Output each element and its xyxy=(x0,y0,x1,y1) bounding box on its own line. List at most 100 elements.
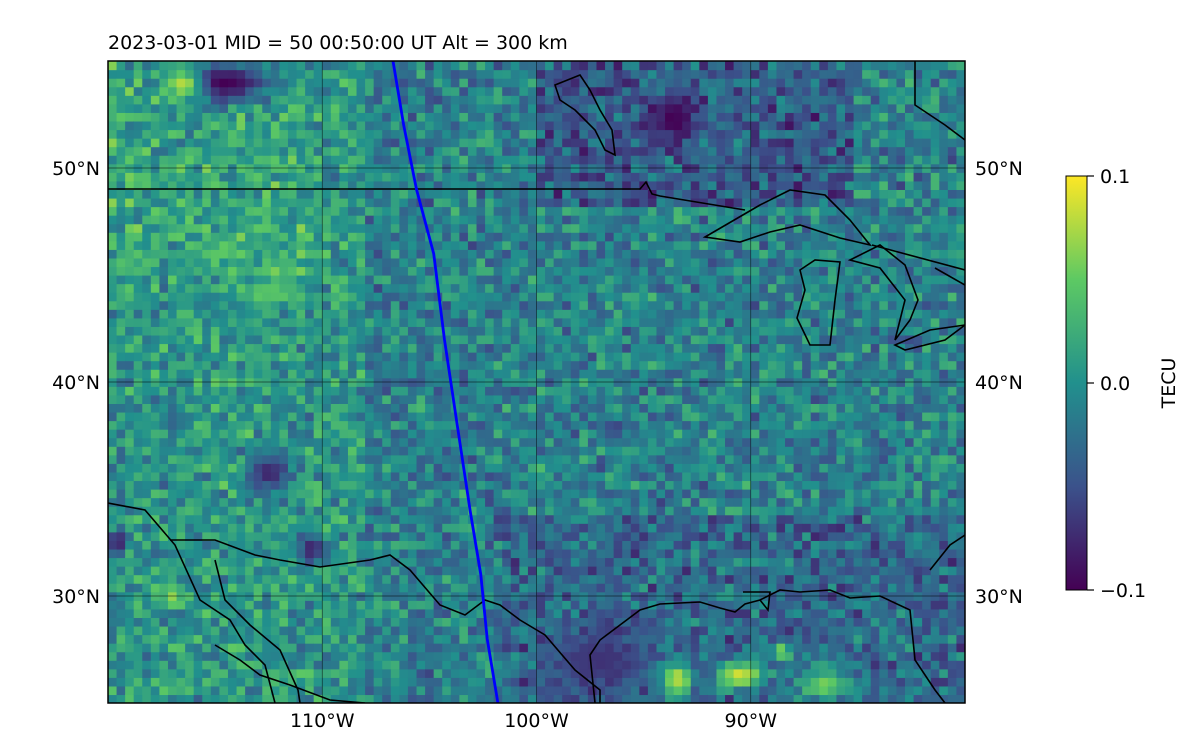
heatmap-cell xyxy=(425,95,435,105)
heatmap-cell xyxy=(493,317,503,327)
heatmap-cell xyxy=(527,112,538,122)
heatmap-cell xyxy=(416,685,426,696)
heatmap-cell xyxy=(390,531,400,541)
heatmap-cell xyxy=(236,394,246,404)
heatmap-cell xyxy=(287,694,298,703)
heatmap-cell xyxy=(365,189,375,199)
heatmap-cell xyxy=(425,360,435,370)
heatmap-cell xyxy=(245,249,255,259)
heatmap-cell xyxy=(245,600,255,610)
heatmap-cell xyxy=(425,480,435,490)
heatmap-cell xyxy=(108,411,118,422)
heatmap-cell xyxy=(382,215,392,225)
heatmap-cell xyxy=(570,463,580,473)
heatmap-cell xyxy=(639,232,649,242)
heatmap-cell xyxy=(125,138,135,148)
heatmap-cell xyxy=(296,95,306,105)
heatmap-cell xyxy=(279,489,289,499)
heatmap-cell xyxy=(485,677,495,687)
heatmap-cell xyxy=(305,138,315,148)
heatmap-cell xyxy=(296,548,306,559)
heatmap-cell xyxy=(536,215,546,225)
heatmap-cell xyxy=(570,420,580,430)
heatmap-cell xyxy=(227,583,238,593)
heatmap-cell xyxy=(527,625,538,636)
heatmap-cell xyxy=(245,643,255,653)
heatmap-cell xyxy=(176,668,186,678)
heatmap-cell xyxy=(279,531,289,541)
heatmap-cell xyxy=(596,497,606,507)
heatmap-cell xyxy=(365,180,375,190)
heatmap-cell xyxy=(176,600,186,610)
heatmap-cell xyxy=(365,420,375,430)
heatmap-cell xyxy=(210,566,221,576)
heatmap-cell xyxy=(665,180,675,190)
heatmap-cell xyxy=(407,223,418,233)
heatmap-cell xyxy=(193,506,203,516)
heatmap-cell xyxy=(407,257,418,268)
heatmap-cell xyxy=(133,437,143,447)
heatmap-cell xyxy=(570,334,580,345)
heatmap-cell xyxy=(630,61,640,71)
heatmap-cell xyxy=(373,506,383,516)
heatmap-cell xyxy=(185,583,195,593)
heatmap-cell xyxy=(639,146,649,156)
heatmap-cell xyxy=(245,454,255,464)
heatmap-cell xyxy=(322,326,332,336)
heatmap-cell xyxy=(639,86,649,96)
heatmap-cell xyxy=(185,403,195,413)
heatmap-cell xyxy=(570,677,580,687)
heatmap-cell xyxy=(630,480,640,490)
heatmap-cell xyxy=(570,685,580,696)
heatmap-cell xyxy=(545,514,555,524)
heatmap-cell xyxy=(596,326,606,336)
heatmap-cell xyxy=(399,266,409,276)
heatmap-cell xyxy=(399,540,409,550)
heatmap-cell xyxy=(142,146,152,156)
heatmap-cell xyxy=(553,557,563,567)
heatmap-cell xyxy=(270,86,280,96)
heatmap-cell xyxy=(245,120,255,131)
heatmap-cell xyxy=(622,95,632,105)
heatmap-cell xyxy=(125,668,135,678)
heatmap-cell xyxy=(579,172,589,182)
heatmap-cell xyxy=(108,600,118,610)
heatmap-cell xyxy=(622,480,632,490)
heatmap-cell xyxy=(442,454,452,464)
heatmap-cell xyxy=(536,685,546,696)
heatmap-cell xyxy=(236,446,246,456)
heatmap-cell xyxy=(279,480,289,490)
heatmap-cell xyxy=(562,360,572,370)
heatmap-cell xyxy=(390,403,400,413)
heatmap-cell xyxy=(630,103,640,113)
heatmap-cell xyxy=(570,531,580,541)
heatmap-cell xyxy=(665,651,675,661)
heatmap-cell xyxy=(219,617,229,627)
heatmap-cell xyxy=(630,292,640,302)
heatmap-cell xyxy=(519,369,529,379)
heatmap-cell xyxy=(382,343,392,353)
heatmap-cell xyxy=(442,411,452,422)
heatmap-cell xyxy=(442,180,452,190)
heatmap-cell xyxy=(450,129,460,139)
heatmap-cell xyxy=(502,360,512,370)
heatmap-cell xyxy=(236,232,246,242)
heatmap-cell xyxy=(562,334,572,345)
heatmap-cell xyxy=(125,403,135,413)
heatmap-cell xyxy=(553,334,563,345)
heatmap-cell xyxy=(185,334,195,345)
heatmap-cell xyxy=(116,86,126,96)
heatmap-cell xyxy=(630,283,640,293)
heatmap-cell xyxy=(425,155,435,165)
heatmap-cell xyxy=(356,514,366,524)
heatmap-cell xyxy=(159,112,169,122)
heatmap-cell xyxy=(579,129,589,139)
heatmap-cell xyxy=(545,326,555,336)
heatmap-cell xyxy=(639,300,649,310)
heatmap-cell xyxy=(656,86,666,96)
heatmap-cell xyxy=(545,69,555,79)
heatmap-cell xyxy=(416,420,426,430)
heatmap-cell xyxy=(159,120,169,131)
heatmap-cell xyxy=(219,309,229,319)
heatmap-cell xyxy=(253,437,263,447)
